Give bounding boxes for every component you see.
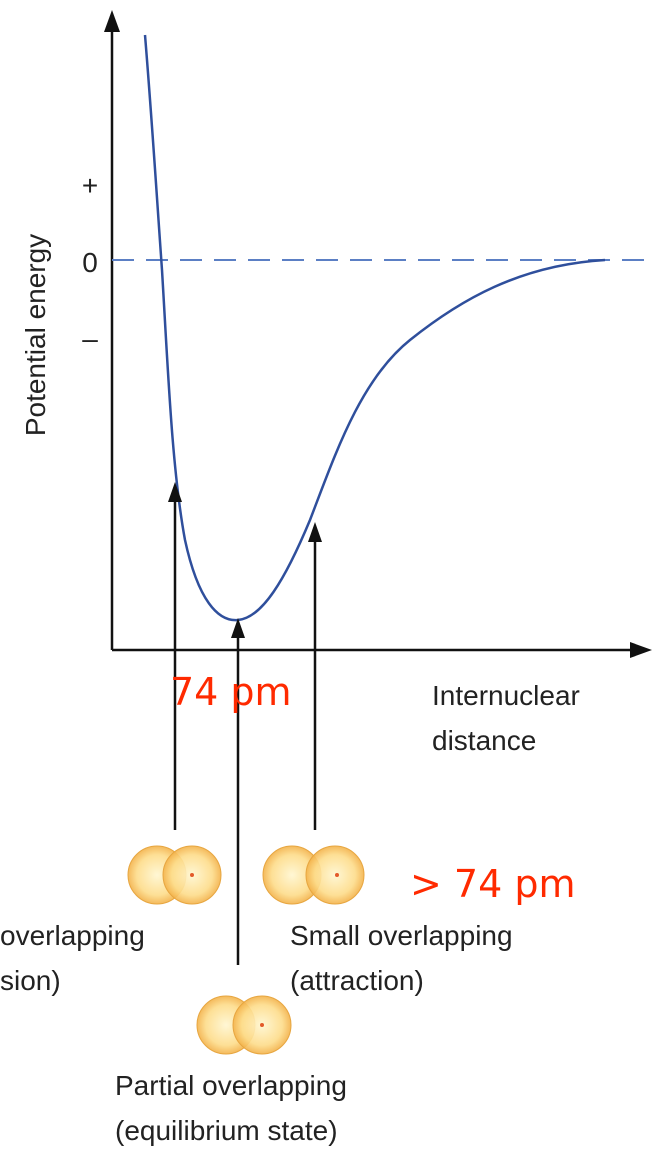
pointer-arrows: [173, 498, 317, 965]
tick-label: –: [82, 323, 98, 354]
state-label: sion): [0, 965, 61, 996]
x-axis-label: distance: [432, 725, 536, 756]
state-label: Partial overlapping: [115, 1070, 347, 1101]
arrow-heads: [168, 482, 322, 638]
distance-label: > 74 pm: [410, 862, 576, 906]
x-arrow: [630, 642, 652, 658]
state-label: overlapping: [0, 920, 145, 951]
nuclei: [190, 873, 339, 1027]
tick-label: 0: [82, 247, 98, 278]
state-label: (equilibrium state): [115, 1115, 338, 1146]
y-axis-label: Potential energy: [20, 234, 51, 436]
state-label: (attraction): [290, 965, 424, 996]
state-label: Small overlapping: [290, 920, 513, 951]
x-axis-label: Internuclear: [432, 680, 580, 711]
tick-label: +: [82, 170, 98, 201]
y-arrow: [104, 10, 120, 32]
potential-curve: [143, 34, 606, 622]
distance-label: 74 pm: [170, 670, 292, 714]
